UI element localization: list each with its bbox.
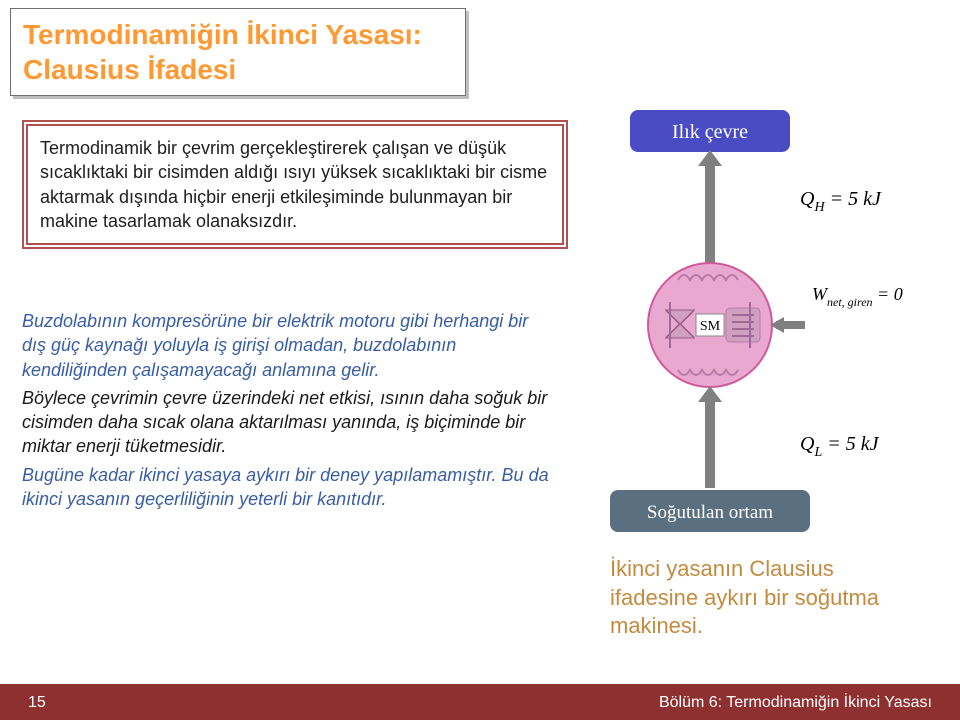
page-number: 15 [28,694,46,712]
chapter-label: Bölüm 6: Termodinamiğin İkinci Yasası [659,694,932,712]
diagram-caption: İkinci yasanın Clausius ifadesine aykırı… [610,555,920,641]
arrow-wnet [770,317,805,333]
paragraph-3: Bugüne kadar ikinci yasaya aykırı bir de… [22,463,552,512]
body-column: Buzdolabının kompresörüne bir elektrik m… [22,305,552,515]
hot-reservoir-label: Ilık çevre [672,121,748,143]
paragraph-1: Buzdolabının kompresörüne bir elektrik m… [22,309,552,382]
arrow-qh [698,150,722,270]
arrow-ql [698,386,722,488]
slide: Termodinamiğin İkinci Yasası:Clausius İf… [0,0,960,720]
paragraph-2: Böylece çevrimin çevre üzerindeki net et… [22,386,552,459]
ql-label: QL = 5 kJ [800,433,880,460]
definition-text: Termodinamik bir çevrim gerçekleştirerek… [40,136,550,233]
definition-box: Termodinamik bir çevrim gerçekleştirerek… [22,120,568,249]
cold-reservoir-label: Soğutulan ortam [647,502,773,523]
thermo-diagram: Ilık çevre QH = 5 kJ SM [600,100,940,540]
wnet-label: Wnet, giren = 0 [812,284,903,309]
slide-title: Termodinamiğin İkinci Yasası:Clausius İf… [23,17,453,87]
qh-label: QH = 5 kJ [800,188,882,215]
sm-label: SM [700,319,721,334]
title-box: Termodinamiğin İkinci Yasası:Clausius İf… [10,8,466,96]
